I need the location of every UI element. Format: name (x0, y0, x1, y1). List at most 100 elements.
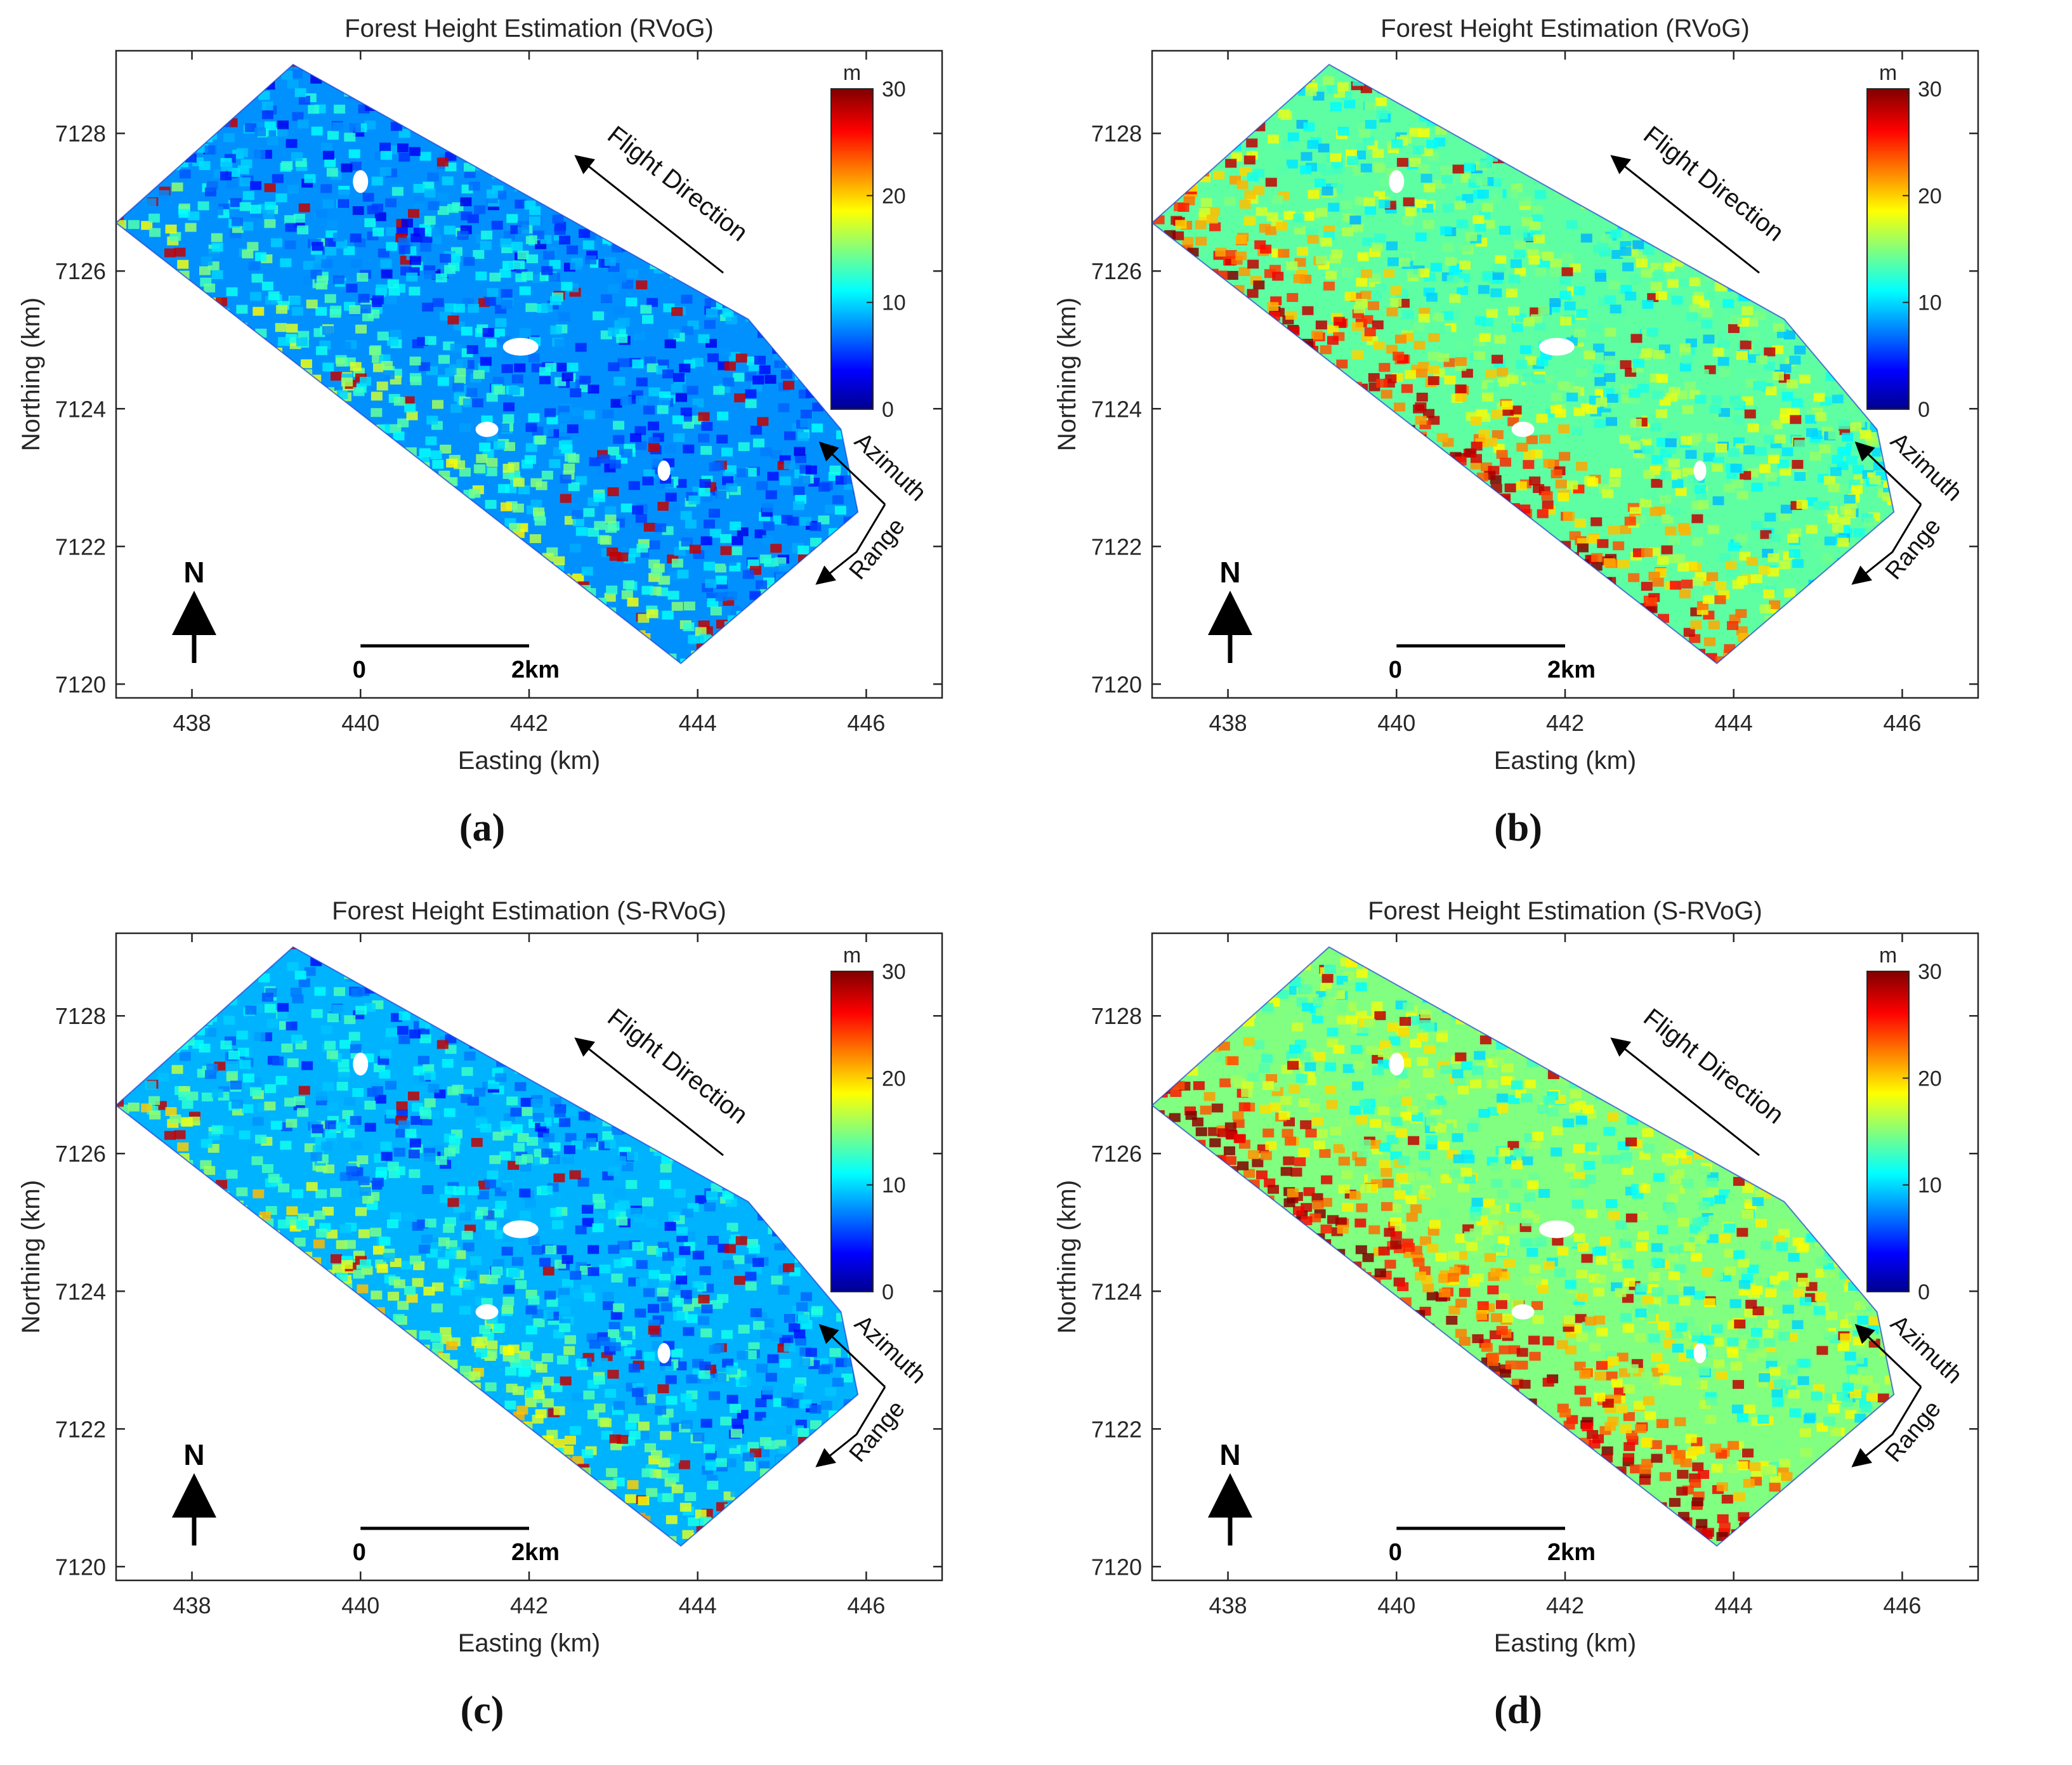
y-tick-label: 7122 (55, 534, 106, 560)
panel-caption: (c) (460, 1689, 504, 1732)
north-label: N (1219, 556, 1240, 589)
x-tick-label: 442 (510, 710, 548, 736)
x-tick-label: 444 (679, 1592, 717, 1618)
colorbar-tick-label: 30 (882, 77, 906, 102)
figure-panel: 438 440 442 444 446 7120 7122 7124 7126 7128 Fores… (0, 0, 1036, 882)
azimuth-arrow-icon (818, 441, 886, 506)
range-arrow-icon (815, 1386, 886, 1467)
colorbar-tick-label: 20 (882, 1066, 906, 1091)
colorbar-tick-label: 10 (1918, 1174, 1942, 1198)
colorbar-unit: m (843, 943, 861, 968)
x-tick-label: 446 (1883, 710, 1921, 736)
y-tick-label: 7120 (55, 671, 106, 697)
x-tick-label: 438 (1209, 710, 1247, 736)
figure-panel: 438 440 442 444 446 7120 7122 7124 7126 7128 Fores… (1036, 0, 2072, 882)
scale-bar-start-label: 0 (1389, 657, 1402, 683)
y-tick-label: 7120 (1091, 671, 1142, 697)
flight-direction-arrow-icon (1610, 155, 1760, 274)
colorbar-tick-label: 0 (882, 1280, 894, 1304)
x-tick-label: 444 (1715, 1592, 1753, 1618)
colorbar-tick-label: 10 (882, 1174, 906, 1198)
plot-title: Forest Height Estimation (RVoG) (1380, 15, 1750, 43)
x-axis-label: Easting (km) (1494, 1629, 1637, 1657)
y-tick-label: 7122 (1091, 534, 1142, 560)
x-tick-label: 444 (679, 710, 717, 736)
x-tick-label: 442 (1546, 710, 1584, 736)
colorbar-unit: m (1879, 943, 1897, 968)
y-tick-label: 7128 (55, 121, 106, 147)
colorbar-tick-label: 20 (1918, 184, 1942, 208)
panel-caption: (b) (1494, 806, 1542, 850)
x-tick-label: 440 (341, 1592, 379, 1618)
scale-bar-end-label: 2km (1547, 657, 1596, 683)
plot-title: Forest Height Estimation (S-RVoG) (332, 897, 726, 925)
colorbar (1866, 88, 1910, 410)
map-plot: 438 440 442 444 446 7120 7122 7124 7126 7128 Fores… (17, 897, 943, 1657)
range-arrow-icon (815, 504, 886, 585)
x-tick-label: 440 (1377, 1592, 1415, 1618)
range-arrow-icon (1851, 504, 1922, 585)
north-label: N (1219, 1438, 1240, 1471)
scale-bar-start-label: 0 (1389, 1539, 1402, 1566)
x-tick-label: 440 (341, 710, 379, 736)
x-tick-label: 438 (173, 1592, 211, 1618)
x-tick-label: 444 (1715, 710, 1753, 736)
y-tick-label: 7128 (55, 1003, 106, 1029)
y-tick-label: 7126 (1091, 258, 1142, 284)
colorbar-tick-label: 10 (882, 291, 906, 315)
x-axis-label: Easting (km) (458, 1629, 601, 1657)
azimuth-arrow-icon (818, 1323, 886, 1388)
scale-bar-end-label: 2km (511, 657, 560, 683)
x-axis-label: Easting (km) (1494, 747, 1637, 775)
y-axis-label: Northing (km) (1053, 1180, 1081, 1334)
plot-title: Forest Height Estimation (RVoG) (344, 15, 714, 43)
flight-direction-arrow-icon (574, 155, 724, 274)
colorbar (830, 971, 874, 1292)
north-label: N (183, 1438, 204, 1471)
figure-panel: 438 440 442 444 446 7120 7122 7124 7126 7128 Fores… (0, 882, 1036, 1765)
swath-outline (115, 946, 859, 1547)
range-arrow-icon (1851, 1386, 1922, 1467)
swath-outline (115, 63, 859, 665)
colorbar (1866, 971, 1910, 1292)
swath-outline (1151, 946, 1895, 1547)
scale-bar-end-label: 2km (511, 1539, 560, 1566)
colorbar-tick-label: 0 (882, 398, 894, 422)
x-tick-label: 440 (1377, 710, 1415, 736)
y-axis-label: Northing (km) (17, 1180, 45, 1334)
colorbar-tick-label: 30 (1918, 960, 1942, 984)
panel-caption: (a) (459, 806, 506, 850)
y-tick-label: 7120 (55, 1554, 106, 1580)
colorbar-unit: m (1879, 61, 1897, 85)
y-tick-label: 7124 (55, 1278, 106, 1304)
y-tick-label: 7120 (1091, 1554, 1142, 1580)
colorbar-tick-label: 0 (1918, 1280, 1930, 1304)
x-tick-label: 446 (847, 710, 885, 736)
x-tick-label: 446 (847, 1592, 885, 1618)
figure-panel: 438 440 442 444 446 7120 7122 7124 7126 7128 Fores… (1036, 882, 2072, 1765)
colorbar-tick-label: 10 (1918, 291, 1942, 315)
y-tick-label: 7128 (1091, 1003, 1142, 1029)
y-tick-label: 7126 (55, 1141, 106, 1167)
x-axis-label: Easting (km) (458, 747, 601, 775)
colorbar-tick-label: 30 (882, 960, 906, 984)
colorbar (830, 88, 874, 410)
colorbar-unit: m (843, 61, 861, 85)
x-tick-label: 446 (1883, 1592, 1921, 1618)
y-tick-label: 7126 (55, 258, 106, 284)
map-plot: 438 440 442 444 446 7120 7122 7124 7126 7128 Fores… (1053, 15, 1979, 775)
colorbar-tick-label: 20 (1918, 1066, 1942, 1091)
y-axis-label: Northing (km) (17, 298, 45, 451)
x-tick-label: 438 (173, 710, 211, 736)
x-tick-label: 438 (1209, 1592, 1247, 1618)
scale-bar-end-label: 2km (1547, 1539, 1596, 1566)
flight-direction-arrow-icon (1610, 1037, 1760, 1157)
y-tick-label: 7128 (1091, 121, 1142, 147)
y-tick-label: 7124 (1091, 1278, 1142, 1304)
swath-outline (1151, 63, 1895, 665)
north-label: N (183, 556, 204, 589)
flight-direction-arrow-icon (574, 1037, 724, 1157)
colorbar-tick-label: 0 (1918, 398, 1930, 422)
colorbar-tick-label: 20 (882, 184, 906, 208)
x-tick-label: 442 (510, 1592, 548, 1618)
